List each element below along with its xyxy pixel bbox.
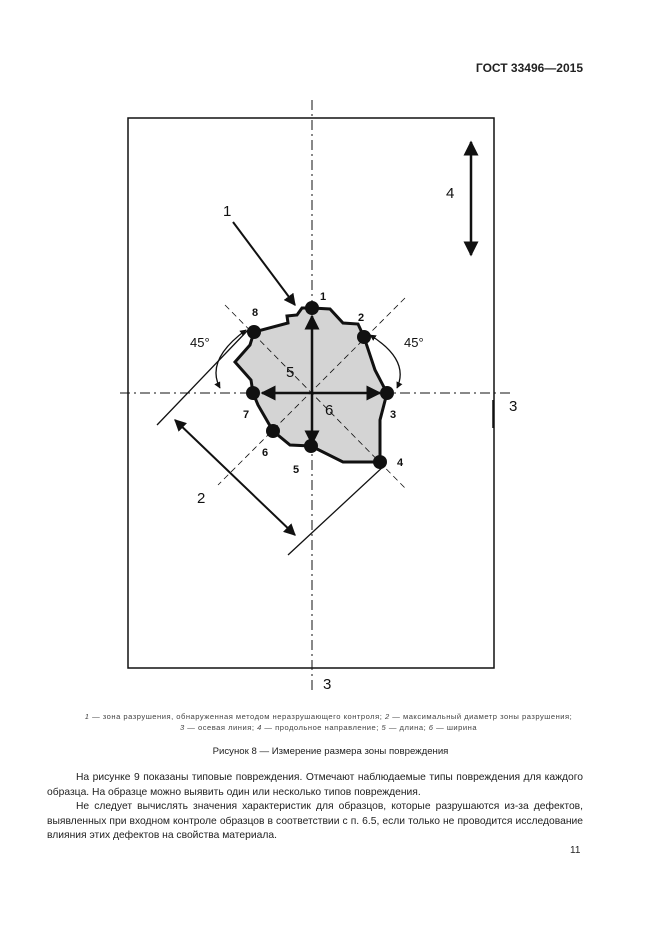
extension-line [287, 464, 386, 556]
document-code: ГОСТ 33496—2015 [475, 61, 583, 75]
figure-damage-zone: 1 2 3 4 5 6 7 8 1 2 3 3 4 5 6 45° 45° [120, 100, 517, 693]
callout-3-bottom: 3 [323, 676, 331, 693]
point-label-7: 7 [243, 409, 249, 421]
legend-num: 3 [179, 723, 185, 732]
callout-5: 5 [286, 364, 294, 381]
legend-num: 1 [84, 712, 90, 721]
callout-6: 6 [325, 402, 333, 419]
point-label-3: 3 [390, 409, 396, 421]
measurement-points [246, 301, 394, 469]
point-label-5: 5 [293, 464, 299, 476]
legend-text: — зона разрушения, обнаруженная методом … [89, 712, 385, 721]
point-label-1: 1 [320, 291, 326, 303]
legend-text: — продольное направление; [261, 723, 382, 732]
angle-label-left: 45° [190, 335, 210, 350]
point-label-6: 6 [262, 447, 268, 459]
callout-2: 2 [197, 490, 205, 507]
legend-num: 2 [384, 712, 390, 721]
legend-text: — ширина [433, 723, 478, 732]
paragraph: На рисунке 9 показаны типовые повреждени… [47, 772, 583, 798]
figure-legend: 1 — зона разрушения, обнаруженная методо… [46, 711, 611, 733]
angle-arc-left [214, 329, 247, 389]
point-label-8: 8 [252, 307, 258, 319]
callout-arrow-1 [232, 221, 296, 306]
legend-num: 4 [257, 723, 262, 732]
body-text: На рисунке 9 показаны типовые повреждени… [47, 771, 583, 844]
page-number: 11 [570, 845, 581, 856]
callout-3-right: 3 [509, 398, 517, 415]
point-label-2: 2 [358, 312, 364, 324]
angle-arc-right [369, 334, 403, 389]
legend-num: 5 [381, 723, 387, 732]
point-label-4: 4 [397, 457, 404, 469]
legend-num: 6 [428, 723, 434, 732]
callout-1: 1 [223, 203, 231, 220]
callout-4: 4 [446, 185, 454, 202]
legend-text: — максимальный диаметр зоны разрушения; [389, 712, 573, 721]
paragraph: Не следует вычислять значения характерис… [47, 801, 583, 841]
angle-label-right: 45° [404, 335, 424, 350]
diameter-arrow [174, 419, 296, 536]
figure-caption: Рисунок 8 — Измерение размера зоны повре… [212, 746, 449, 757]
legend-text: — длина; [386, 723, 429, 732]
legend-text: — осевая линия; [184, 723, 258, 732]
